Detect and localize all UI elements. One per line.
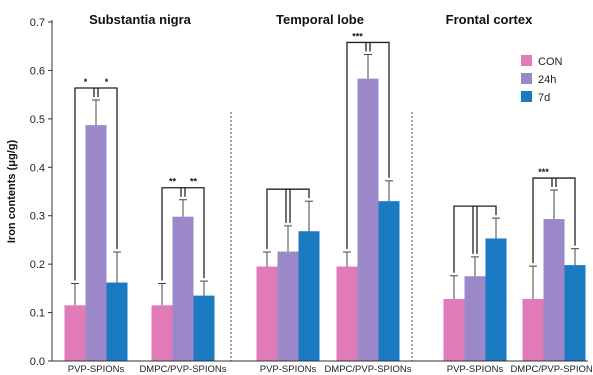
x-group-label: DMPC/PVP-SPIONs <box>139 364 226 375</box>
chart-bars-layer <box>64 78 586 361</box>
bar-24h <box>357 78 379 361</box>
significance-bracket <box>453 205 497 273</box>
legend-label-24h: 24h <box>538 74 556 86</box>
bar-7d <box>378 201 400 361</box>
significance-bracket-centre-line <box>472 206 478 254</box>
bar-con <box>256 266 278 361</box>
chart-grid-layer <box>230 112 413 361</box>
bar-7d <box>193 295 215 361</box>
significance-bracket-line <box>532 177 576 264</box>
significance-bracket-line <box>266 188 310 250</box>
significance-bracket-line <box>346 41 390 250</box>
y-tick-label: 0.6 <box>30 65 45 77</box>
bar-24h <box>464 276 486 361</box>
bar-con <box>522 299 544 361</box>
panel-title: Substantia nigra <box>89 12 192 27</box>
chart-axes-layer <box>48 20 588 362</box>
significance-label: * <box>105 77 109 87</box>
legend-swatch-con <box>521 55 532 66</box>
bar-7d <box>298 231 320 361</box>
significance-label: ** <box>190 177 198 187</box>
x-group-label: PVP-SPIONs <box>260 364 317 375</box>
panel-title: Temporal lobe <box>276 12 364 27</box>
significance-bracket-line <box>74 87 118 281</box>
y-tick-label: 0.3 <box>30 211 45 223</box>
bar-7d <box>485 238 507 361</box>
significance-bracket-centre-line <box>93 87 99 97</box>
significance-bracket <box>266 188 310 250</box>
significance-bracket <box>74 87 118 281</box>
bar-24h <box>85 125 107 361</box>
chart-text-layer: 0.0 0.1 0.2 0.3 0.4 0.5 0.6 0.7 Iron contents (μ… <box>6 12 593 375</box>
y-tick-label: 0.1 <box>30 308 45 320</box>
x-group-label: DMPC/PVP-SPIONs <box>324 364 411 375</box>
bar-con <box>151 305 173 361</box>
significance-bracket-line <box>453 205 497 273</box>
significance-bracket <box>532 177 576 264</box>
x-group-label: PVP-SPIONs <box>68 364 125 375</box>
y-tick-label: 0.0 <box>30 356 45 368</box>
legend-label-7d: 7d <box>538 92 550 104</box>
legend-label-con: CON <box>538 56 563 68</box>
y-tick-label: 0.5 <box>30 114 45 126</box>
y-tick-label: 0.2 <box>30 259 45 271</box>
bar-24h <box>277 251 299 361</box>
bar-7d <box>106 282 128 361</box>
y-axis-title: Iron contents (μg/g) <box>6 140 18 244</box>
panel-title: Frontal cortex <box>446 12 533 27</box>
significance-label: *** <box>538 167 549 177</box>
significance-label: * <box>84 77 88 87</box>
significance-bracket-centre-line <box>285 189 291 223</box>
bar-con <box>64 305 86 361</box>
legend-swatch-24h <box>521 73 532 84</box>
chart-legend: CON 24h 7d <box>521 55 563 104</box>
significance-bracket-centre-line <box>551 178 557 188</box>
chart-error-bars-layer <box>71 53 579 306</box>
significance-label: *** <box>352 31 363 41</box>
significance-label: ** <box>169 177 177 187</box>
bar-7d <box>564 265 586 361</box>
y-tick-label: 0.4 <box>30 162 45 174</box>
significance-bracket-centre-line <box>365 42 371 52</box>
significance-bracket-centre-line <box>180 187 186 197</box>
x-group-label: DMPC/PVP-SPIONs <box>510 364 593 375</box>
bar-24h <box>172 216 194 361</box>
bar-24h <box>543 219 565 361</box>
x-group-label: PVP-SPIONs <box>447 364 504 375</box>
significance-bracket <box>346 41 390 250</box>
chart-significance-layer: * *** ******** <box>74 31 576 281</box>
bar-con <box>336 266 358 361</box>
legend-swatch-7d <box>521 91 532 102</box>
bar-con <box>443 299 465 361</box>
y-tick-label: 0.7 <box>30 17 45 29</box>
significance-bracket-line <box>161 187 205 281</box>
significance-bracket <box>161 187 205 281</box>
